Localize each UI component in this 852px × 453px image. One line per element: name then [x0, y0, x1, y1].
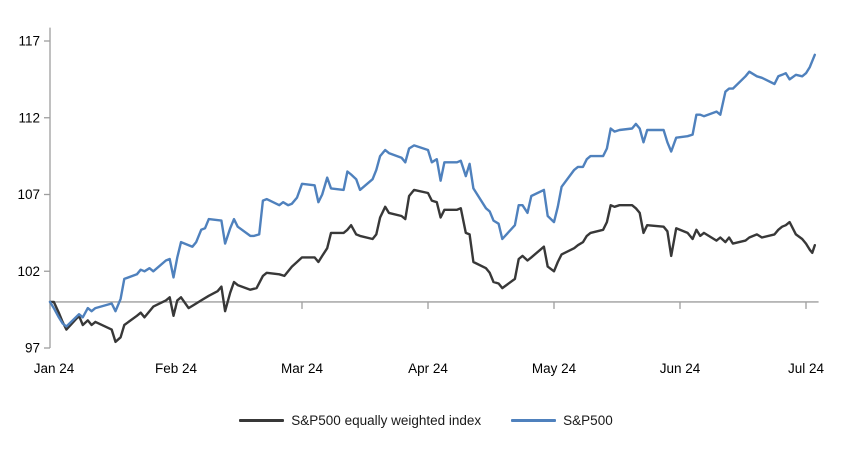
y-tick-label-107: 107: [17, 187, 40, 202]
legend-line-swatch-equal-weight-icon: [239, 419, 285, 422]
legend-label-equal-weight: S&P500 equally weighted index: [291, 413, 482, 428]
x-tick-label-may-24: May 24: [532, 361, 577, 376]
legend-item-sp500: S&P500: [511, 413, 613, 428]
legend-item-sp500-equal-weight: S&P500 equally weighted index: [239, 413, 481, 428]
x-tick-label-apr-24: Apr 24: [408, 361, 448, 376]
chart-legend: S&P500 equally weighted index S&P500: [0, 413, 852, 428]
x-tick-label-jun-24: Jun 24: [660, 361, 701, 376]
x-tick-label-feb-24: Feb 24: [155, 361, 198, 376]
x-tick-label-mar-24: Mar 24: [281, 361, 324, 376]
legend-line-swatch-sp500-icon: [511, 419, 557, 422]
y-tick-label-117: 117: [18, 34, 40, 49]
legend-label-sp500: S&P500: [563, 413, 613, 428]
series-line-s-p500-equally-weighted-index: [48, 188, 816, 344]
x-tick-label-jan-24: Jan 24: [34, 361, 75, 376]
y-tick-label-112: 112: [18, 110, 40, 125]
y-tick-label-102: 102: [17, 264, 40, 279]
x-tick-label-jul-24: Jul 24: [788, 361, 825, 376]
y-tick-label-97: 97: [25, 341, 40, 356]
series-line-s-p500: [48, 53, 816, 328]
